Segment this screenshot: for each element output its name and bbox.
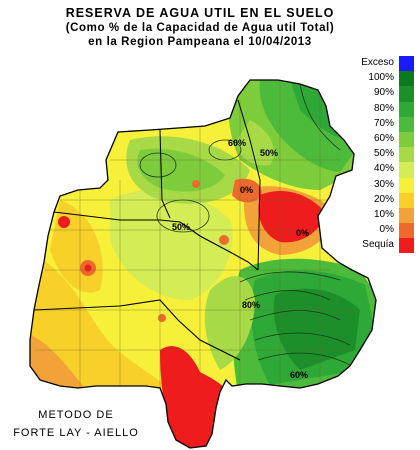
legend-item: 40% — [356, 162, 420, 178]
method-line-1: METODO DE — [38, 409, 114, 421]
legend-item: 10% — [356, 207, 420, 224]
color-legend: Exceso 100% 90% 80% 70% 60% 50% 40% 30% 20% 10% 0% S… — [356, 56, 420, 254]
contour-label: 0% — [296, 228, 309, 238]
legend-swatch — [399, 177, 414, 193]
method-line-2: FORTE LAY - AIELLO — [13, 427, 139, 439]
legend-item: 30% — [356, 177, 420, 193]
province-border — [237, 99, 261, 271]
legend-item: 100% — [356, 71, 420, 87]
contour-label: 50% — [260, 148, 278, 158]
legend-swatch — [399, 147, 414, 163]
legend-item: 90% — [356, 86, 420, 102]
legend-swatch — [399, 162, 414, 178]
legend-item: Exceso — [356, 56, 420, 72]
contour-label: 50% — [172, 222, 190, 232]
contour-label: 60% — [290, 370, 308, 380]
method-note: METODO DE FORTE LAY - AIELLO — [6, 406, 146, 442]
legend-swatch — [399, 116, 414, 132]
legend-label: 90% — [373, 87, 394, 99]
legend-label: 40% — [373, 163, 394, 175]
contour-label: 60% — [228, 138, 246, 148]
title-line-2: (Como % de la Capacidad de Agua util Tot… — [65, 22, 335, 34]
legend-label: 20% — [373, 193, 394, 205]
legend-swatch — [399, 56, 414, 72]
legend-label: 10% — [373, 208, 394, 220]
legend-swatch — [399, 131, 414, 148]
legend-label: 100% — [368, 72, 394, 84]
province-border — [53, 211, 259, 271]
contour-label: 80% — [242, 300, 260, 310]
legend-item: 20% — [356, 192, 420, 208]
legend-item: 80% — [356, 101, 420, 117]
legend-swatch — [399, 101, 414, 117]
province-border — [159, 129, 171, 219]
legend-label: 30% — [373, 178, 394, 190]
legend-label: Exceso — [361, 57, 394, 68]
legend-swatch — [399, 238, 414, 254]
region-outline — [29, 79, 377, 449]
legend-swatch — [399, 86, 414, 102]
legend-label: 50% — [373, 148, 394, 160]
legend-item: 60% — [356, 131, 420, 148]
legend-label: 60% — [373, 132, 394, 144]
title-line-3: en la Region Pampeana el 10/04/2013 — [88, 36, 312, 48]
province-border — [33, 299, 241, 361]
legend-item: 50% — [356, 147, 420, 163]
legend-swatch — [399, 223, 414, 239]
legend-swatch — [399, 207, 414, 224]
legend-item: 0% — [356, 223, 420, 239]
legend-label: 0% — [379, 224, 394, 236]
legend-item: 70% — [356, 116, 420, 132]
legend-swatch — [399, 192, 414, 208]
legend-label: 70% — [373, 117, 394, 129]
title-line-1: RESERVA DE AGUA UTIL EN EL SUELO — [65, 6, 335, 20]
legend-swatch — [399, 71, 414, 87]
legend-label: Sequía — [362, 239, 394, 251]
contour-label: 0% — [240, 185, 253, 195]
legend-label: 80% — [373, 102, 394, 114]
map-title: RESERVA DE AGUA UTIL EN EL SUELO (Como %… — [0, 6, 400, 49]
legend-item: Sequía — [356, 238, 420, 254]
